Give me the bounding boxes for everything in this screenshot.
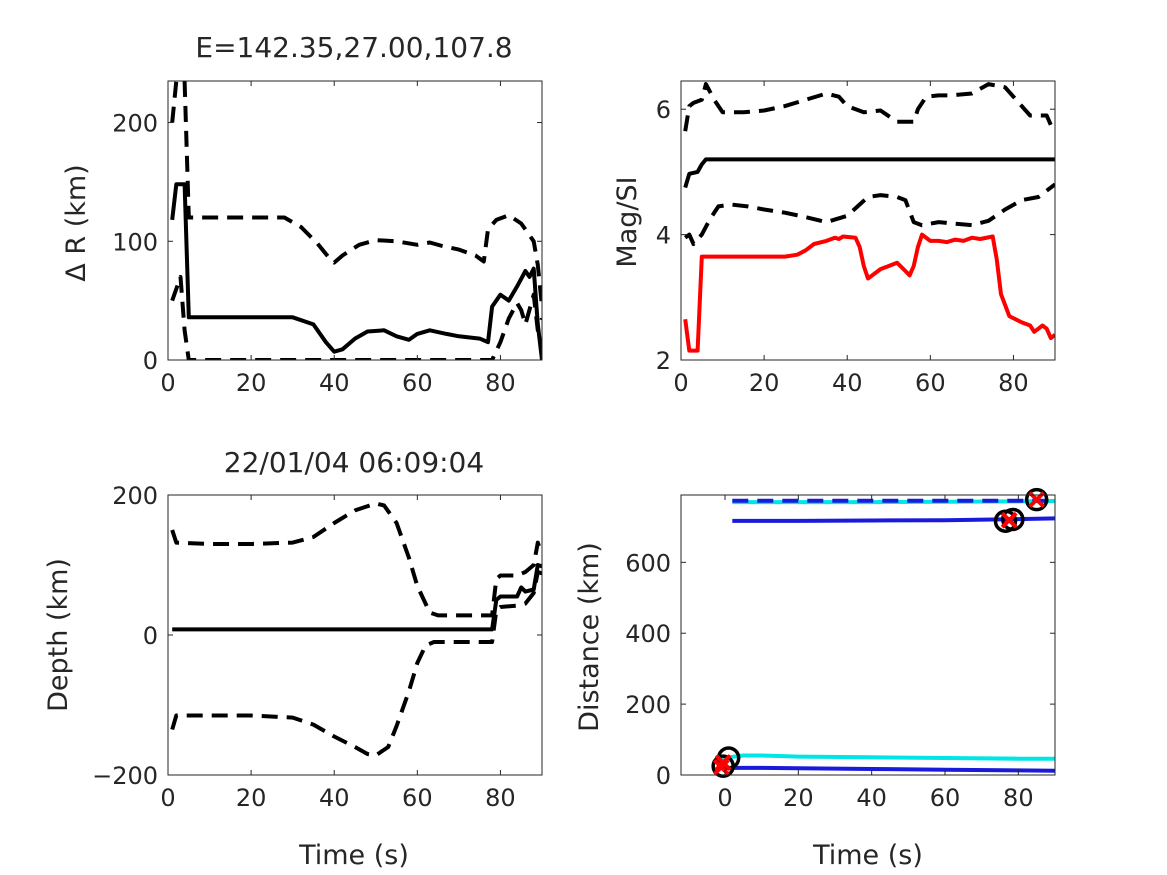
y-tick-label: 0 bbox=[656, 762, 671, 790]
x-tick-label: 60 bbox=[402, 784, 433, 812]
series-line-depth-1 bbox=[172, 563, 542, 632]
series-line-delta-r-2 bbox=[170, 81, 542, 307]
panel-delta-r: E=142.35,27.00,107.8 Δ R (km) 0 20 40 60 80 0… bbox=[61, 31, 543, 397]
axes-box-delta-r bbox=[167, 80, 543, 361]
series-line-delta-r-1 bbox=[170, 182, 542, 360]
y-tick-label: 2 bbox=[656, 347, 671, 375]
panel-distance: Distance (km) Time (s) 0 20 40 60 80 0 200 400 6… bbox=[574, 487, 1056, 871]
series-line-depth-2 bbox=[170, 501, 542, 618]
x-tick-label: 40 bbox=[319, 784, 350, 812]
x-tick-label: 80 bbox=[998, 369, 1029, 397]
ylabel-distance: Distance (km) bbox=[574, 542, 605, 732]
x-tick-label: 0 bbox=[160, 369, 175, 397]
x-tick-label: 20 bbox=[783, 784, 814, 812]
x-tick-label: 0 bbox=[717, 784, 732, 812]
ylabel-depth: Depth (km) bbox=[43, 558, 74, 712]
xlabel-depth: Time (s) bbox=[298, 840, 409, 871]
x-tick-label: 40 bbox=[319, 369, 350, 397]
ylabel-delta-r: Δ R (km) bbox=[61, 164, 92, 281]
x-tick-label: 20 bbox=[236, 369, 267, 397]
y-tick-label: 100 bbox=[112, 228, 158, 256]
series-group-depth bbox=[170, 501, 542, 758]
arrival-circle-marker bbox=[1001, 507, 1025, 532]
y-tick-label: 600 bbox=[625, 549, 671, 577]
x-tick-label: 40 bbox=[856, 784, 887, 812]
y-tick-label: 6 bbox=[656, 96, 671, 124]
y-tick-label: 4 bbox=[656, 222, 671, 250]
x-tick-label: 20 bbox=[236, 784, 267, 812]
xlabel-distance: Time (s) bbox=[812, 840, 923, 871]
x-tick-label: 80 bbox=[485, 784, 516, 812]
x-tick-label: 40 bbox=[832, 369, 863, 397]
title-delta-r: E=142.35,27.00,107.8 bbox=[195, 31, 512, 64]
x-tick-label: 0 bbox=[673, 369, 688, 397]
y-tick-label: 0 bbox=[143, 347, 158, 375]
series-group-delta-r bbox=[170, 81, 542, 360]
y-tick-label: 200 bbox=[112, 482, 158, 510]
x-tick-label: 60 bbox=[915, 369, 946, 397]
panel-depth: 22/01/04 06:09:04 Depth (km) Time (s) 0 2… bbox=[43, 446, 543, 871]
y-tick-label: 400 bbox=[625, 620, 671, 648]
series-line-distance-2 bbox=[725, 765, 1055, 773]
pick-x-marker bbox=[1000, 511, 1018, 529]
series-line-magnitude-1 bbox=[683, 157, 1055, 189]
x-tick-label: 60 bbox=[402, 369, 433, 397]
arrival-circle-marker bbox=[711, 754, 735, 778]
y-tick-label: −200 bbox=[92, 762, 158, 790]
x-tick-label: 60 bbox=[930, 784, 961, 812]
series-line-magnitude-3 bbox=[683, 182, 1055, 246]
x-tick-label: 20 bbox=[749, 369, 780, 397]
panel-magnitude: Mag/SI 0 20 40 60 80 2 4 6 bbox=[612, 80, 1056, 397]
y-tick-label: 0 bbox=[143, 622, 158, 650]
series-line-magnitude-2 bbox=[683, 82, 1055, 133]
title-depth: 22/01/04 06:09:04 bbox=[224, 446, 484, 479]
series-line-distance-1 bbox=[720, 753, 1055, 763]
x-tick-label: 80 bbox=[485, 369, 516, 397]
x-tick-label: 0 bbox=[160, 784, 175, 812]
axes-box-magnitude bbox=[680, 80, 1056, 361]
pick-x-marker bbox=[712, 758, 730, 776]
series-line-delta-r-3 bbox=[170, 274, 542, 360]
ylabel-magnitude: Mag/SI bbox=[612, 176, 643, 267]
axes-box-distance bbox=[680, 494, 1056, 776]
y-tick-label: 200 bbox=[112, 110, 158, 138]
arrival-circle-marker bbox=[1024, 487, 1049, 512]
series-group-magnitude bbox=[683, 82, 1055, 353]
series-line-magnitude-4 bbox=[683, 232, 1055, 353]
y-tick-label: 200 bbox=[625, 691, 671, 719]
x-tick-label: 80 bbox=[1003, 784, 1034, 812]
series-line-depth-3 bbox=[170, 570, 542, 758]
